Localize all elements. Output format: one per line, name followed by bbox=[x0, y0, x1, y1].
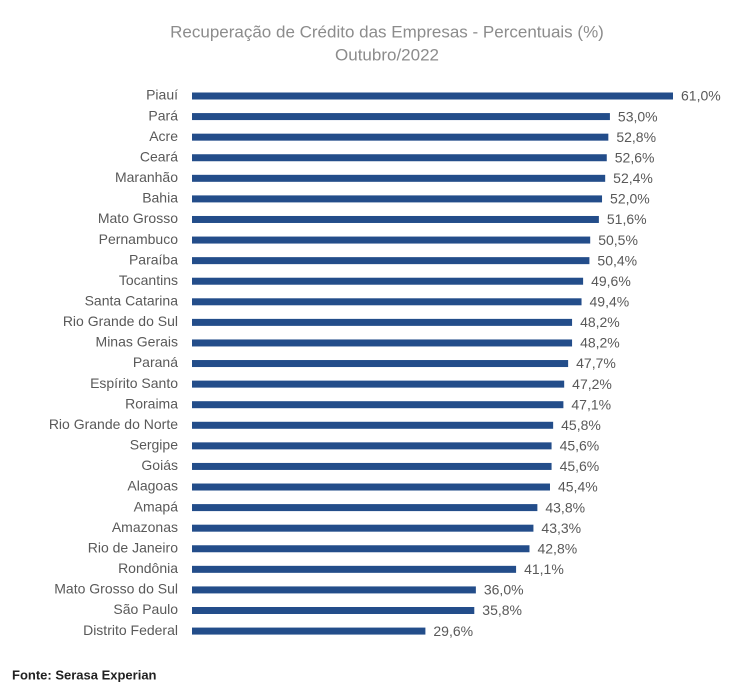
bar bbox=[192, 298, 582, 306]
bar bbox=[192, 318, 573, 326]
bar bbox=[192, 627, 426, 635]
value-label: 50,4% bbox=[597, 252, 637, 268]
bar bbox=[192, 154, 607, 162]
value-label: 45,6% bbox=[560, 458, 600, 474]
category-label: Pernambuco bbox=[99, 231, 179, 247]
category-label: Amapá bbox=[134, 498, 179, 514]
bar bbox=[192, 215, 599, 223]
value-label: 52,6% bbox=[615, 149, 655, 165]
bar bbox=[192, 113, 610, 121]
category-label: Alagoas bbox=[127, 478, 178, 494]
value-label: 29,6% bbox=[433, 623, 473, 639]
category-label: Minas Gerais bbox=[96, 334, 178, 350]
value-label: 47,1% bbox=[571, 396, 611, 412]
category-label: Goiás bbox=[141, 457, 178, 473]
value-label: 42,8% bbox=[537, 540, 577, 556]
category-label: Amazonas bbox=[112, 519, 178, 535]
value-label: 43,3% bbox=[541, 520, 581, 536]
bar bbox=[192, 545, 530, 553]
category-label: Pará bbox=[148, 107, 178, 123]
category-label: Tocantins bbox=[119, 272, 178, 288]
category-label: Espírito Santo bbox=[90, 375, 178, 391]
value-label: 47,7% bbox=[576, 355, 616, 371]
bar bbox=[192, 524, 534, 532]
category-label: Maranhão bbox=[115, 169, 178, 185]
category-label: Rio de Janeiro bbox=[88, 539, 178, 555]
category-label: São Paulo bbox=[113, 601, 178, 617]
bar bbox=[192, 195, 603, 203]
value-label: 48,2% bbox=[580, 314, 620, 330]
value-label: 35,8% bbox=[482, 602, 522, 618]
chart-subtitle: Outubro/2022 bbox=[335, 45, 439, 64]
bar bbox=[192, 92, 673, 100]
bar bbox=[192, 586, 476, 594]
source-note: Fonte: Serasa Experian bbox=[12, 667, 157, 682]
category-label: Piauí bbox=[146, 87, 178, 103]
category-label: Ceará bbox=[140, 148, 178, 164]
value-label: 48,2% bbox=[580, 335, 620, 351]
value-label: 45,8% bbox=[561, 417, 601, 433]
category-label: Roraima bbox=[125, 395, 178, 411]
category-label: Acre bbox=[149, 128, 178, 144]
chart-title: Recuperação de Crédito das Empresas - Pe… bbox=[170, 22, 604, 41]
category-label: Rio Grande do Sul bbox=[63, 313, 178, 329]
category-label: Bahia bbox=[142, 190, 178, 206]
bar bbox=[192, 133, 609, 141]
bar bbox=[192, 174, 606, 182]
bar bbox=[192, 607, 475, 614]
value-label: 45,6% bbox=[560, 438, 600, 454]
value-label: 51,6% bbox=[607, 211, 647, 227]
bar bbox=[192, 257, 590, 265]
value-label: 36,0% bbox=[484, 582, 524, 598]
bar bbox=[192, 504, 538, 512]
bar bbox=[192, 442, 552, 450]
value-label: 53,0% bbox=[618, 108, 658, 124]
value-label: 52,4% bbox=[613, 170, 653, 186]
value-label: 49,6% bbox=[591, 273, 631, 289]
bar bbox=[192, 483, 550, 491]
value-label: 52,0% bbox=[610, 191, 650, 207]
category-label: Paraíba bbox=[129, 251, 178, 267]
value-label: 45,4% bbox=[558, 479, 598, 495]
value-label: 47,2% bbox=[572, 376, 612, 392]
value-label: 52,8% bbox=[616, 129, 656, 145]
category-label: Mato Grosso do Sul bbox=[54, 581, 178, 597]
bar bbox=[192, 380, 565, 388]
bar bbox=[192, 236, 591, 244]
category-label: Paraná bbox=[133, 354, 178, 370]
value-label: 49,4% bbox=[590, 294, 630, 310]
bar bbox=[192, 565, 517, 573]
bar bbox=[192, 277, 584, 285]
bar bbox=[192, 401, 564, 409]
value-label: 50,5% bbox=[598, 232, 638, 248]
category-label: Mato Grosso bbox=[98, 210, 178, 226]
bar bbox=[192, 421, 554, 429]
category-label: Rondônia bbox=[118, 560, 178, 576]
value-label: 41,1% bbox=[524, 561, 564, 577]
category-label: Sergipe bbox=[130, 437, 178, 453]
bar bbox=[192, 339, 573, 347]
bar bbox=[192, 360, 569, 368]
bar bbox=[192, 462, 552, 470]
category-label: Distrito Federal bbox=[83, 622, 178, 638]
category-label: Santa Catarina bbox=[85, 293, 179, 309]
category-label: Rio Grande do Norte bbox=[49, 416, 178, 432]
value-label: 43,8% bbox=[545, 499, 585, 515]
value-label: 61,0% bbox=[681, 88, 721, 104]
